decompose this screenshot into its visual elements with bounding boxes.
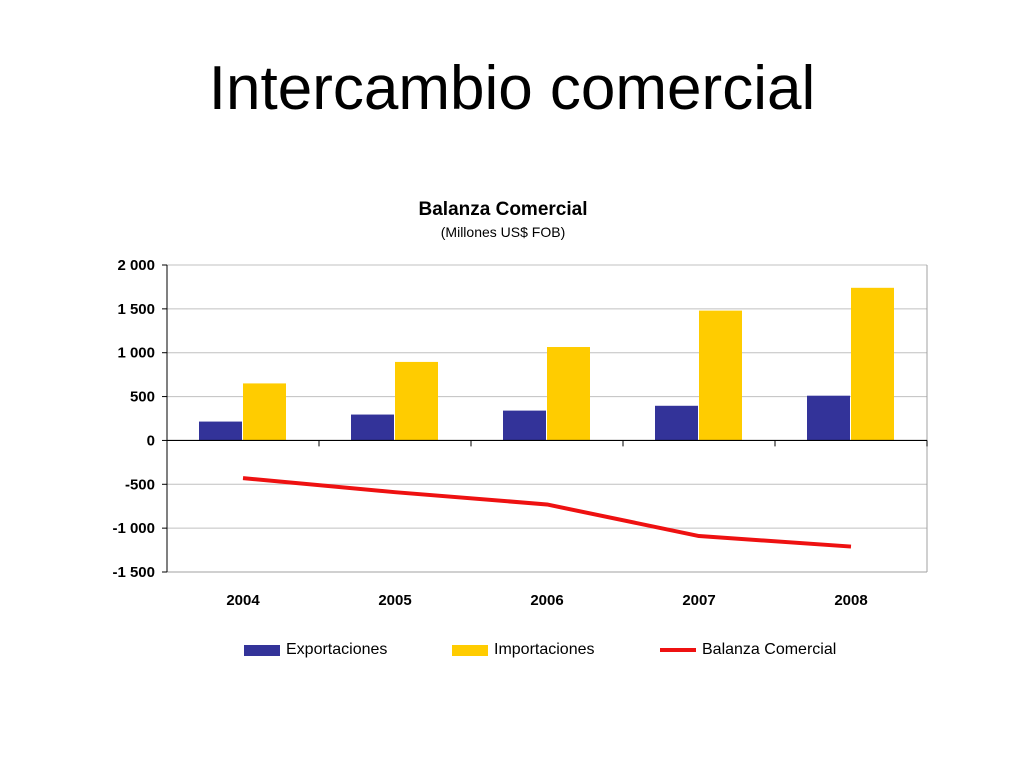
legend-swatch-imports	[452, 644, 488, 656]
legend-swatch-exports	[244, 644, 280, 656]
chart-title: Balanza Comercial	[419, 199, 588, 220]
chart-subtitle: (Millones US$ FOB)	[441, 224, 565, 240]
bar-importaciones	[699, 310, 742, 441]
legend-label-exports: Exportaciones	[286, 641, 388, 658]
slide-title: Intercambio comercial	[208, 54, 816, 123]
bar-exportaciones	[807, 395, 850, 441]
legend-swatch-balance	[660, 648, 696, 652]
bar-exportaciones	[503, 410, 546, 441]
bar-importaciones	[547, 347, 590, 441]
x-tick-label: 2005	[378, 592, 411, 609]
y-tick-label: 0	[147, 432, 155, 449]
balance-chart: Balanza Comercial (Millones US$ FOB) 2 0…	[112, 199, 928, 609]
bar-exportaciones	[655, 405, 698, 441]
x-tick-label: 2006	[530, 592, 563, 609]
legend-item-balance: Balanza Comercial	[660, 640, 836, 660]
y-tick-label: 2 000	[117, 257, 155, 274]
balance-line-layer	[242, 476, 852, 549]
axes: 2 000 1 500 1 000 500 0 -500 -1 000 -1 500 2004 2…	[112, 257, 928, 609]
x-tick-label: 2007	[682, 592, 715, 609]
bar-importaciones	[395, 361, 438, 441]
bar-exportaciones	[351, 414, 394, 441]
bar-exportaciones	[199, 421, 242, 441]
y-tick-label: -1 000	[112, 520, 155, 537]
legend-item-imports: Importaciones	[452, 640, 595, 660]
x-tick-label: 2004	[226, 592, 260, 609]
x-tick-label: 2008	[834, 592, 867, 609]
legend-label-balance: Balanza Comercial	[702, 641, 837, 658]
legend-item-exports: Exportaciones	[244, 640, 387, 660]
bars	[199, 287, 894, 441]
bar-importaciones	[851, 287, 894, 441]
legend-label-imports: Importaciones	[494, 641, 595, 658]
y-tick-label: 500	[130, 389, 155, 406]
balance-line	[242, 476, 852, 549]
y-tick-label: 1 500	[117, 301, 155, 318]
y-tick-label: -1 500	[112, 564, 155, 581]
bar-importaciones	[243, 383, 286, 441]
y-tick-label: -500	[125, 476, 155, 493]
y-tick-label: 1 000	[117, 345, 155, 362]
